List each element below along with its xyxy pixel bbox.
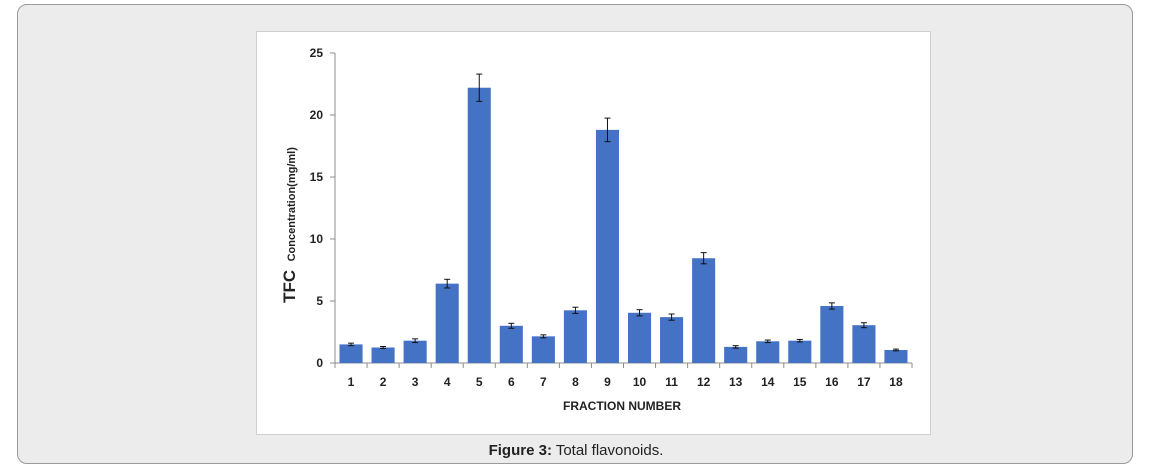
- bar-10: [627, 312, 652, 363]
- x-tick-label: 9: [604, 375, 611, 389]
- error-bar-11: [668, 313, 675, 321]
- error-bar-14: [764, 339, 771, 344]
- error-bar-2: [380, 346, 387, 349]
- y-tick-label: 20: [310, 108, 324, 122]
- x-tick-label: 1: [348, 375, 355, 389]
- bar-3: [403, 340, 427, 363]
- bar-18: [884, 349, 908, 363]
- x-tick-label: 2: [380, 375, 387, 389]
- caption-label: Figure 3:: [488, 442, 552, 459]
- bar-13: [724, 346, 748, 363]
- x-tick-label: 8: [572, 375, 579, 389]
- error-bar-18: [892, 348, 899, 352]
- x-tick-label: 11: [665, 375, 678, 389]
- y-tick-label: 0: [316, 356, 323, 370]
- figure-card: 0 5 10 15 20 25 1 2 3 4 5 6 7 8 9 10 11 12 13 14 15 16 17 18 FR…: [17, 4, 1133, 464]
- y-axis-title: TFC Concentration(mg/ml): [280, 147, 299, 303]
- x-tick-label: 17: [857, 375, 871, 389]
- bar-2: [371, 347, 395, 363]
- error-bar-3: [412, 338, 419, 344]
- caption-text: Total flavonoids.: [551, 442, 664, 459]
- y-axis-title-main: TFC: [280, 270, 299, 303]
- y-tick-label: 25: [310, 46, 324, 60]
- bar-17: [852, 325, 876, 363]
- error-bar-7: [540, 334, 547, 339]
- x-axis-title: FRACTION NUMBER: [563, 399, 681, 413]
- x-tick-label: 15: [793, 375, 807, 389]
- x-tick-label: 13: [729, 375, 743, 389]
- error-bar-15: [796, 338, 803, 343]
- error-bar-6: [508, 322, 515, 329]
- x-tick-label: 12: [697, 375, 711, 389]
- x-tick-label: 7: [540, 375, 547, 389]
- bar-14: [756, 341, 780, 363]
- error-bar-13: [732, 345, 739, 349]
- bar-8: [563, 310, 587, 363]
- error-bar-16: [828, 302, 835, 310]
- bar-16: [820, 305, 844, 363]
- bar-4: [435, 283, 459, 363]
- bar-5: [467, 87, 491, 363]
- error-bar-17: [860, 322, 867, 329]
- x-tick-label: 5: [476, 375, 483, 389]
- bar-11: [660, 317, 684, 363]
- x-tick-label: 6: [508, 375, 515, 389]
- x-tick-label: 18: [889, 375, 903, 389]
- x-tick-label: 4: [444, 375, 451, 389]
- bar-7: [531, 336, 555, 363]
- y-tick-label: 15: [310, 170, 324, 184]
- error-bar-4: [444, 278, 451, 289]
- bar-12: [692, 258, 716, 363]
- bar-1: [339, 344, 363, 363]
- y-axis-title-sub: Concentration(mg/ml): [286, 147, 298, 262]
- error-bar-9: [604, 117, 611, 143]
- figure-caption: Figure 3: Total flavonoids.: [18, 442, 1134, 459]
- error-bar-5: [476, 73, 483, 102]
- x-tick-label: 10: [633, 375, 647, 389]
- bar-6: [499, 325, 523, 363]
- chart-frame: 0 5 10 15 20 25 1 2 3 4 5 6 7 8 9 10 11 12 13 14 15 16 17 18 FR…: [256, 31, 931, 435]
- y-tick-label: 10: [310, 232, 324, 246]
- error-bar-1: [348, 342, 355, 347]
- error-bar-8: [572, 306, 579, 314]
- y-tick-label: 5: [316, 294, 323, 308]
- x-tick-label: 14: [761, 375, 775, 389]
- bar-9: [595, 129, 620, 363]
- x-tick-label: 3: [412, 375, 419, 389]
- x-tick-label: 16: [825, 375, 839, 389]
- bar-15: [788, 340, 812, 363]
- error-bar-12: [700, 252, 707, 265]
- error-bar-10: [636, 309, 643, 317]
